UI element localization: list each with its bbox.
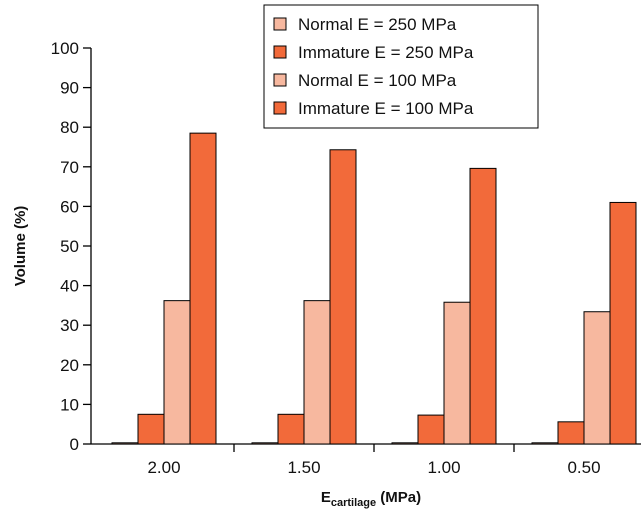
x-axis-title-main: E (321, 489, 331, 506)
bar (417, 414, 445, 445)
legend-label: Normal E = 250 MPa (298, 15, 457, 34)
y-tick-label: 10 (60, 395, 79, 414)
legend-swatch (273, 17, 287, 31)
bar (163, 300, 191, 445)
x-axis-title: Ecartilage (MPa) (321, 489, 421, 509)
x-tick-label: 0.50 (567, 458, 600, 477)
y-axis-title: Volume (%) (12, 206, 29, 287)
x-axis-title-subscript: cartilage (331, 497, 376, 509)
bar (137, 413, 165, 445)
legend-box (263, 4, 539, 129)
bar (557, 421, 585, 445)
bar (329, 149, 357, 445)
x-axis-title-unit: (MPa) (376, 489, 421, 506)
bar (443, 301, 471, 445)
bar (111, 442, 139, 445)
bar (391, 442, 419, 445)
y-tick-label: 80 (60, 118, 79, 137)
y-tick-label: 70 (60, 158, 79, 177)
y-tick-label: 60 (60, 197, 79, 216)
legend-swatch (273, 73, 287, 87)
legend: Normal E = 250 MPa Immature E = 250 MPa No… (263, 4, 539, 129)
y-tick-label: 50 (60, 237, 79, 256)
bar (189, 132, 217, 445)
legend-swatch (273, 45, 287, 59)
bar (609, 201, 637, 445)
y-tick-label: 40 (60, 277, 79, 296)
legend-swatch (273, 101, 287, 115)
x-tick-label: 2.00 (147, 458, 180, 477)
bar (469, 167, 497, 445)
bar (251, 442, 279, 445)
y-tick-label: 30 (60, 316, 79, 335)
bar (303, 300, 331, 445)
x-axis: 2.00 1.50 1.00 0.50 (91, 443, 641, 477)
legend-label: Normal E = 100 MPa (298, 71, 457, 90)
bar (583, 311, 611, 445)
y-tick-label: 20 (60, 356, 79, 375)
bar (277, 413, 305, 445)
y-axis: 0 10 20 30 40 50 60 70 80 90 100 (51, 39, 92, 454)
bars (111, 132, 637, 445)
y-tick-label: 0 (70, 435, 79, 454)
legend-label: Immature E = 250 MPa (298, 43, 474, 62)
y-tick-label: 100 (51, 39, 79, 58)
x-tick-label: 1.50 (287, 458, 320, 477)
y-tick-label: 90 (60, 79, 79, 98)
bar (531, 442, 559, 445)
x-tick-label: 1.00 (427, 458, 460, 477)
legend-label: Immature E = 100 MPa (298, 99, 474, 118)
